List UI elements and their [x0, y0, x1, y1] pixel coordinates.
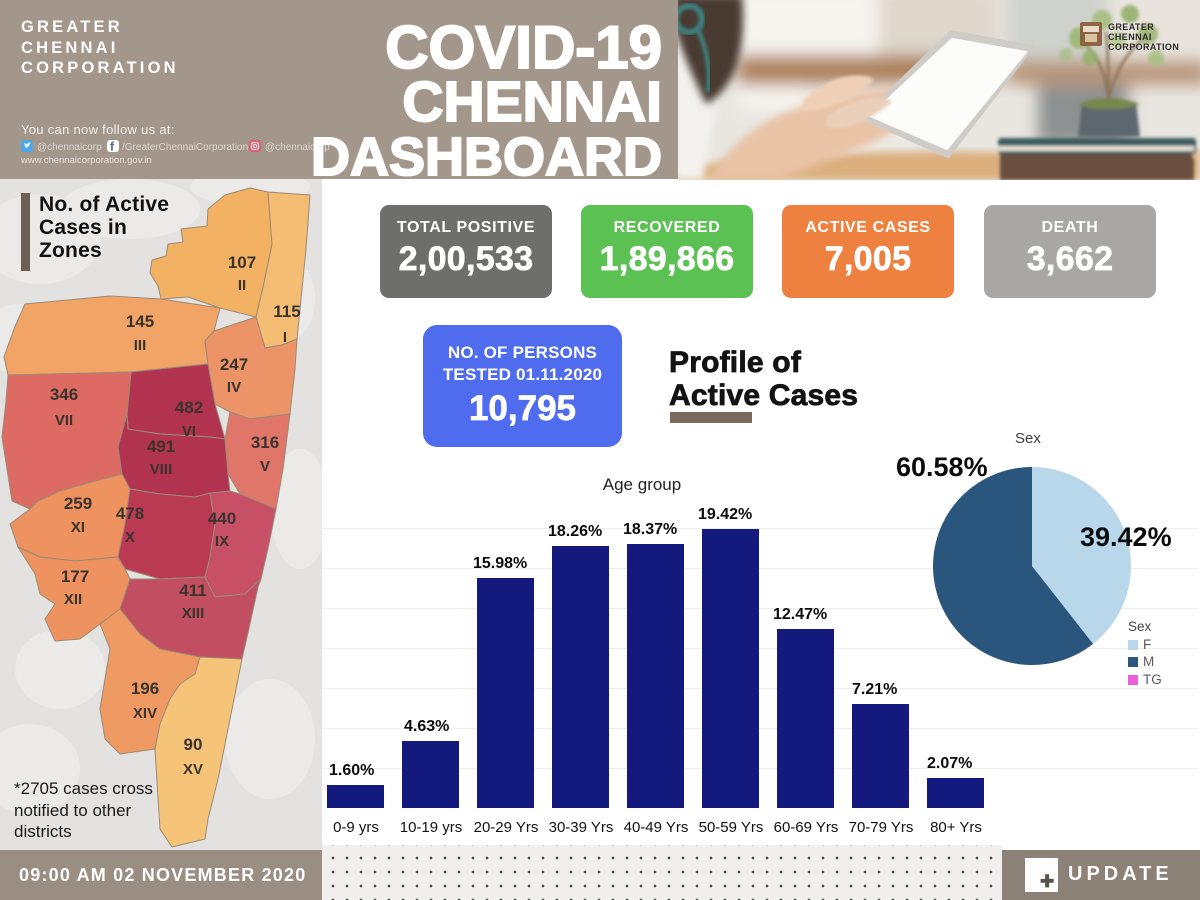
svg-text:346: 346 [50, 385, 78, 404]
svg-text:IV: IV [227, 379, 241, 396]
svg-text:VIII: VIII [150, 461, 173, 478]
svg-text:411: 411 [179, 581, 206, 600]
svg-text:/GreaterChennaiCorporation: /GreaterChennaiCorporation [122, 142, 248, 153]
svg-text:145: 145 [126, 312, 154, 331]
svg-text:CORPORATION: CORPORATION [1108, 42, 1179, 52]
svg-text:177: 177 [61, 567, 89, 586]
svg-text:478: 478 [116, 504, 144, 523]
svg-text:115: 115 [273, 302, 300, 321]
svg-text:259: 259 [64, 494, 92, 513]
svg-text:107: 107 [228, 253, 256, 272]
svg-text:IX: IX [215, 533, 229, 550]
svg-text:I: I [283, 329, 287, 346]
svg-text:GREATER: GREATER [1108, 22, 1154, 32]
svg-text:II: II [238, 277, 246, 294]
svg-text:X: X [125, 529, 135, 546]
svg-text:90: 90 [184, 735, 203, 754]
svg-text:f: f [110, 140, 115, 154]
svg-text:XI: XI [71, 519, 85, 536]
svg-text:316: 316 [251, 433, 279, 452]
svg-text:VI: VI [182, 423, 196, 440]
svg-text:247: 247 [220, 355, 248, 374]
svg-text:VII: VII [55, 412, 73, 429]
svg-text:XIV: XIV [133, 705, 157, 722]
svg-text:XIII: XIII [182, 605, 205, 622]
svg-text:@chennaicorp: @chennaicorp [265, 142, 330, 153]
svg-text:440: 440 [208, 509, 236, 528]
svg-text:482: 482 [175, 398, 203, 417]
svg-text:III: III [134, 337, 147, 354]
svg-text:491: 491 [147, 437, 175, 456]
svg-text:XV: XV [183, 761, 203, 778]
svg-text:CHENNAI: CHENNAI [1108, 32, 1152, 42]
svg-text:196: 196 [131, 679, 159, 698]
svg-text:V: V [260, 458, 270, 475]
svg-text:@chennaicorp: @chennaicorp [37, 142, 102, 153]
svg-text:XII: XII [64, 591, 82, 608]
